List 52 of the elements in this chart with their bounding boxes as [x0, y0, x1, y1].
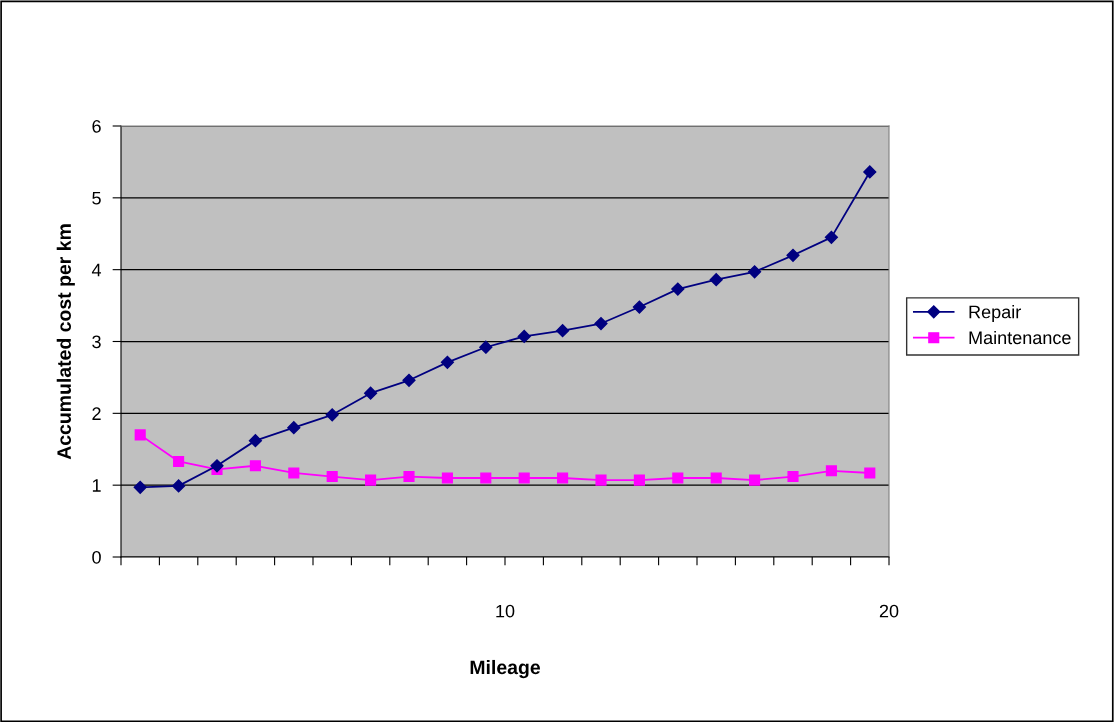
- point: [517, 329, 531, 344]
- point: [210, 459, 224, 473]
- point: [632, 300, 646, 314]
- point: [172, 479, 186, 493]
- point: [440, 355, 454, 369]
- point: [365, 474, 377, 486]
- point: [479, 340, 493, 354]
- legend-label: Repair: [969, 305, 1021, 322]
- point: [134, 429, 146, 441]
- point: [518, 472, 530, 484]
- point: [403, 470, 415, 483]
- point: [441, 472, 453, 484]
- point: [326, 470, 338, 483]
- point: [557, 472, 569, 484]
- point: [248, 434, 262, 448]
- y-tick-label: 5: [92, 191, 101, 205]
- point: [671, 282, 685, 296]
- point: [787, 470, 799, 483]
- point: [595, 474, 607, 486]
- y-tick-label: 4: [91, 263, 102, 277]
- point: [786, 248, 800, 262]
- point: [287, 421, 301, 435]
- point: [633, 474, 645, 486]
- point: [748, 265, 762, 279]
- point: [556, 324, 570, 338]
- point: [672, 472, 684, 484]
- point: [325, 408, 339, 422]
- point: [288, 467, 300, 479]
- point: [594, 316, 608, 331]
- point: [824, 230, 838, 244]
- point: [133, 480, 147, 494]
- point: [864, 467, 876, 479]
- x-axis-title: Mileage: [470, 659, 540, 679]
- x-tick-label: 10: [496, 604, 515, 618]
- point: [173, 455, 185, 468]
- point: [825, 465, 837, 477]
- y-axis-title: Accumulated cost per km: [56, 224, 75, 460]
- y-tick-label: 0: [92, 550, 101, 564]
- point: [709, 273, 723, 287]
- point: [249, 460, 261, 472]
- point: [364, 386, 378, 400]
- point: [480, 472, 492, 484]
- x-tick-label: 20: [879, 604, 899, 618]
- y-tick-label: 3: [92, 335, 101, 349]
- point: [749, 474, 761, 486]
- point: [710, 472, 722, 484]
- y-tick-label: 6: [92, 119, 101, 133]
- y-tick-label: 2: [92, 407, 101, 420]
- point: [863, 165, 877, 179]
- y-tick-label: 1: [92, 479, 101, 492]
- legend-label: Maintenance: [969, 330, 1071, 345]
- point: [402, 373, 416, 387]
